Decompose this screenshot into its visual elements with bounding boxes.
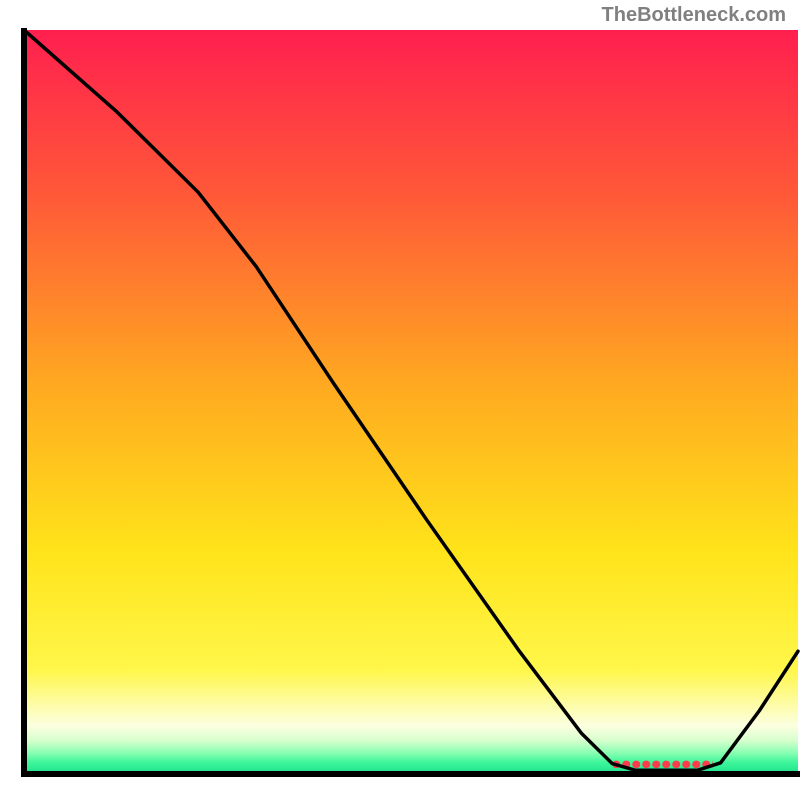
gradient-background [24, 30, 798, 774]
bottleneck-chart [0, 0, 800, 800]
watermark-label: TheBottleneck.com [602, 4, 786, 27]
